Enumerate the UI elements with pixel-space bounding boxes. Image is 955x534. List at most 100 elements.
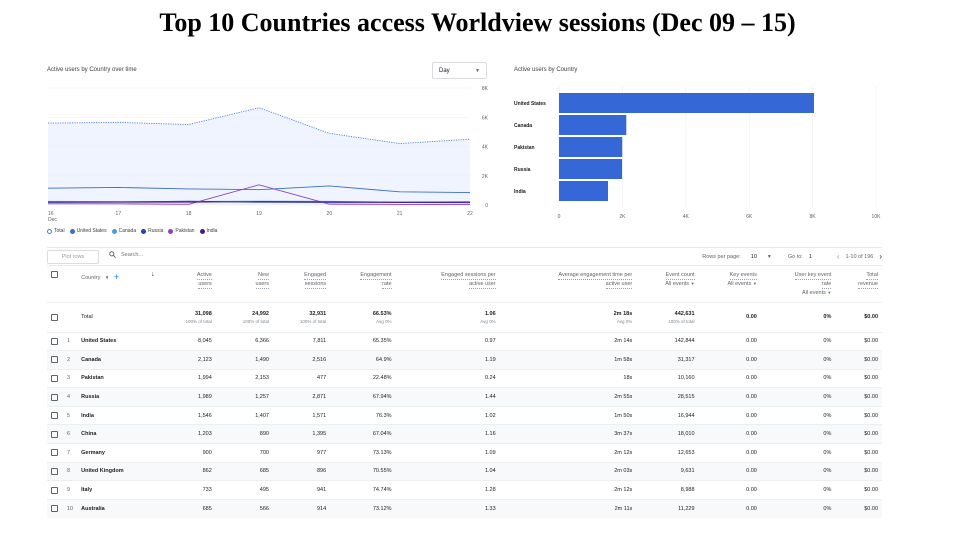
header-6[interactable]: Event count All events ▼ <box>636 266 698 302</box>
select-all-checkbox[interactable] <box>51 271 58 278</box>
row-checkbox[interactable] <box>51 505 58 513</box>
legend-item[interactable]: Total <box>47 228 65 234</box>
rows-per-page-select[interactable]: 10 ▼ <box>751 254 772 260</box>
header-5[interactable]: Average engagement time per active user <box>500 266 637 302</box>
legend-item[interactable]: Pakistan <box>168 228 195 234</box>
legend-item[interactable]: Russia <box>141 228 163 234</box>
table-cell: 2m 14s <box>499 331 637 351</box>
header-1[interactable]: New users <box>216 266 273 302</box>
table-row[interactable]: 10 Australia 685 566 914 73.12% 1.33 2m 11s 11,2… <box>47 498 882 518</box>
legend-item[interactable]: Canada <box>111 228 136 234</box>
bar[interactable] <box>559 159 623 179</box>
total-value: 2m 18s Avg 0% <box>499 301 637 332</box>
country-cell: United Kingdom <box>77 461 148 481</box>
table-row[interactable]: 9 Italy 733 495 941 74.74% 1.28 2m 12s 8,988 0.00… <box>47 480 882 500</box>
bar[interactable] <box>559 181 609 201</box>
header-3[interactable]: Engagement rate <box>330 266 395 302</box>
table-row[interactable]: 8 United Kingdom 862 685 896 70.55% 1.04 2m 03s… <box>47 461 882 481</box>
row-checkbox[interactable] <box>51 412 58 420</box>
table-cell: 12,653 <box>636 443 699 463</box>
row-checkbox[interactable] <box>51 337 58 345</box>
category-label: Canada <box>514 123 532 129</box>
goto-label: Go to: <box>787 253 803 260</box>
table-cell: 1.28 <box>395 480 500 500</box>
row-index: 3 <box>63 368 78 388</box>
table-cell: 0.00 <box>698 387 761 407</box>
row-checkbox[interactable] <box>51 393 58 401</box>
bar[interactable] <box>559 115 627 135</box>
table-cell: 2,153 <box>215 368 273 388</box>
table-cell: 862 <box>158 461 216 481</box>
header-7[interactable]: Key events All events ▼ <box>699 266 761 302</box>
x-tick-label: 2K <box>619 214 626 220</box>
series-line-india <box>47 201 471 203</box>
event-filter[interactable]: All events ▼ <box>665 281 695 287</box>
header-8[interactable]: User key event rate All events ▼ <box>761 266 836 302</box>
table-cell: 28,515 <box>636 387 699 407</box>
bar[interactable] <box>559 93 815 113</box>
x-tick-label: 21 <box>397 211 403 217</box>
row-checkbox[interactable] <box>51 374 58 382</box>
legend-item[interactable]: United States <box>69 228 107 234</box>
table-row[interactable]: 1 United States 8,045 6,366 7,811 65.35% 0.97 2… <box>47 331 882 351</box>
prev-page-icon[interactable]: ‹ <box>836 252 840 261</box>
table-cell: 0.00 <box>698 368 761 388</box>
divider <box>47 247 882 248</box>
table-cell: 685 <box>215 461 273 481</box>
header-2[interactable]: Engaged sessions <box>273 266 330 302</box>
table-cell: 0% <box>760 368 836 388</box>
table-cell: 1,395 <box>272 424 331 444</box>
row-checkbox[interactable] <box>51 467 58 475</box>
event-filter[interactable]: All events ▼ <box>727 281 757 287</box>
table-row[interactable]: 4 Russia 1,989 1,257 2,871 67.94% 1.44 2m 55s 28… <box>47 387 882 407</box>
table-cell: 1.09 <box>395 443 500 463</box>
header-label: New <box>257 272 269 280</box>
table-cell: 8,045 <box>158 331 216 351</box>
header-label: active user <box>605 281 633 289</box>
table-cell: 0.00 <box>698 350 761 370</box>
x-tick-label: 6K <box>746 214 753 220</box>
x-tick-label: 22 <box>467 211 473 217</box>
table-cell: 0% <box>760 405 836 425</box>
table-cell: 2,123 <box>158 350 216 370</box>
x-tick-label: 10K <box>872 214 882 220</box>
table-cell: 1,571 <box>272 405 331 425</box>
header-label: rate <box>382 281 392 289</box>
sort-arrow-cell[interactable]: ↓ <box>147 266 159 302</box>
header-9[interactable]: Total revenue <box>835 266 882 302</box>
table-row[interactable]: 2 Canada 2,123 1,490 2,516 64.9% 1.19 1m 58s 31,… <box>47 350 882 370</box>
event-filter[interactable]: All events ▼ <box>802 290 832 296</box>
table-row[interactable]: 5 India 1,546 1,407 1,571 76.3% 1.02 1m 50s 16,9… <box>47 405 882 425</box>
header-4[interactable]: Engaged sessions per active user <box>396 266 500 302</box>
row-checkbox[interactable] <box>51 313 58 321</box>
row-index: 4 <box>63 387 78 407</box>
header-label: Engagement <box>360 272 392 280</box>
row-checkbox[interactable] <box>51 356 58 364</box>
row-checkbox[interactable] <box>51 430 58 438</box>
row-checkbox[interactable] <box>51 486 58 494</box>
y-tick-label: 8K <box>482 86 489 92</box>
country-cell: Germany <box>77 443 148 463</box>
header-0[interactable]: Active users <box>159 266 216 302</box>
goto-input[interactable]: 1 <box>808 253 812 260</box>
granularity-dropdown[interactable]: Day ▼ <box>432 62 487 79</box>
search-input[interactable] <box>121 251 241 258</box>
table-cell: 914 <box>272 498 331 518</box>
header-checkbox-cell <box>47 266 63 302</box>
add-dimension-icon[interactable]: + <box>113 272 120 282</box>
next-page-icon[interactable]: › <box>879 252 882 261</box>
table-row[interactable]: 6 China 1,203 890 1,395 67.04% 1.16 3m 37s 18,01… <box>47 424 882 444</box>
table-cell: 566 <box>215 498 273 518</box>
bar[interactable] <box>559 137 623 157</box>
table-row[interactable]: 3 Pakistan 1,994 2,153 477 22.48% 0.24 18s 10,16… <box>47 368 882 388</box>
legend-swatch <box>141 228 147 234</box>
legend-item[interactable]: India <box>199 228 217 234</box>
x-tick-label: 8K <box>810 214 817 220</box>
plot-rows-button[interactable]: Plot rows <box>47 250 99 264</box>
table-cell: 0.00 <box>698 498 761 518</box>
table-row[interactable]: 7 Germany 900 700 977 73.13% 1.09 2m 12s 12,653 0… <box>47 443 882 463</box>
row-checkbox[interactable] <box>51 449 58 457</box>
table-cell: 0% <box>760 424 836 444</box>
header-country[interactable]: Country ▼ + <box>77 266 147 302</box>
checkbox-cell <box>47 480 63 500</box>
